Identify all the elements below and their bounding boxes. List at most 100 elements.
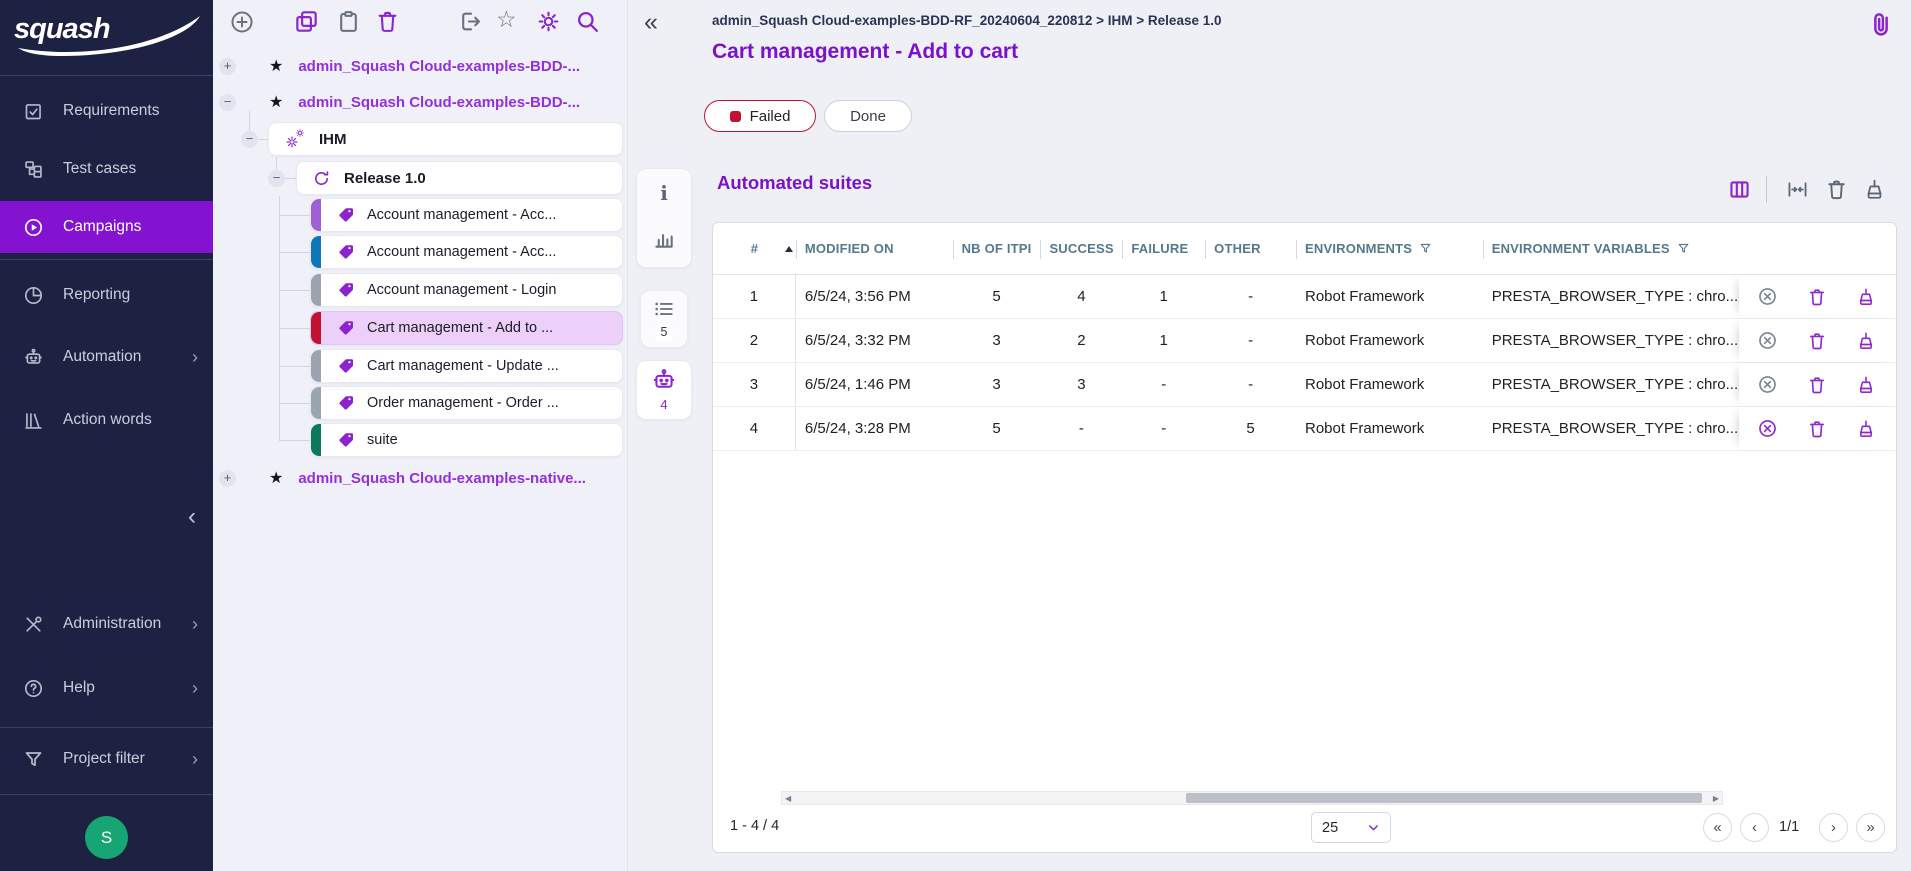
tree-library-row[interactable]: + ★ admin_Squash Cloud-examples-BDD-... — [219, 50, 580, 82]
dashboard-chart-tab-icon[interactable] — [653, 227, 676, 250]
next-page-button[interactable]: › — [1819, 813, 1848, 842]
last-page-button[interactable]: » — [1856, 813, 1885, 842]
tree-suite-row[interactable]: Order management - Order ... — [310, 386, 623, 420]
scroll-left-icon[interactable]: ◀ — [785, 794, 792, 803]
status-failed-label: Failed — [749, 107, 791, 125]
stop-execution-icon[interactable] — [1757, 374, 1778, 395]
folder-label: IHM — [319, 130, 347, 148]
delete-suites-trash-icon[interactable] — [1825, 178, 1848, 201]
column-header-success[interactable]: SUCCESS — [1040, 223, 1122, 274]
stop-execution-icon[interactable] — [1757, 286, 1778, 307]
page-size-select[interactable]: 25 — [1311, 812, 1391, 843]
tree-connector — [276, 157, 277, 178]
collapse-minus-icon[interactable]: − — [219, 93, 236, 111]
status-done-button[interactable]: Done — [824, 100, 912, 132]
execution-list-tab-icon[interactable] — [653, 298, 675, 320]
column-header-nb-of-itpi[interactable]: NB OF ITPI — [952, 223, 1041, 274]
cell-failure: - — [1161, 376, 1167, 393]
column-label: ENVIRONMENTS — [1305, 241, 1413, 256]
tree-suite-row-selected[interactable]: Cart management - Add to ... — [310, 311, 623, 345]
chevron-right-icon: › — [192, 677, 198, 698]
scroll-right-icon[interactable]: ▶ — [1712, 794, 1719, 803]
tree-suite-row[interactable]: Account management - Acc... — [310, 198, 623, 232]
tree-suite-row[interactable]: Cart management - Update ... — [310, 349, 623, 383]
new-item-plus-icon[interactable] — [229, 9, 255, 35]
clean-suites-broom-icon[interactable] — [1863, 178, 1886, 201]
sidebar-item-project-filter[interactable]: Project filter › — [0, 735, 213, 783]
sidebar-item-campaigns[interactable]: Campaigns — [0, 201, 213, 253]
first-page-button[interactable]: « — [1703, 813, 1732, 842]
tree-connector — [279, 403, 310, 404]
tree-suite-row[interactable]: Account management - Acc... — [310, 235, 623, 269]
column-header-environment-variables[interactable]: ENVIRONMENT VARIABLES — [1482, 223, 1740, 274]
previous-page-button[interactable]: ‹ — [1740, 813, 1769, 842]
clean-suite-broom-icon[interactable] — [1856, 419, 1876, 439]
scrollbar-thumb[interactable] — [1186, 793, 1702, 803]
collapse-minus-icon[interactable]: − — [268, 170, 285, 187]
column-header-num[interactable]: # — [713, 223, 796, 274]
tree-library-row[interactable]: + ★ admin_Squash Cloud-examples-native..… — [219, 462, 586, 494]
delete-suite-trash-icon[interactable] — [1807, 287, 1827, 307]
sidebar-item-administration[interactable]: Administration › — [0, 600, 213, 648]
export-icon[interactable] — [458, 9, 483, 34]
expand-plus-icon[interactable]: + — [219, 57, 236, 75]
delete-trash-icon[interactable] — [375, 9, 400, 34]
favorites-star-icon[interactable]: ☆ — [496, 6, 517, 32]
squash-logo[interactable]: squash — [0, 0, 213, 64]
clean-suite-broom-icon[interactable] — [1856, 331, 1876, 351]
executions-tab-card[interactable]: 5 — [640, 290, 688, 348]
tree-suite-row[interactable]: Account management - Login — [310, 273, 623, 307]
cell-nb-of-itpi: 3 — [992, 376, 1001, 393]
cell-other: - — [1248, 376, 1254, 393]
column-header-environments[interactable]: ENVIRONMENTS — [1296, 223, 1483, 274]
tree-connector — [279, 196, 280, 440]
tree-library-row[interactable]: − ★ admin_Squash Cloud-examples-BDD-... — [219, 86, 580, 118]
search-icon[interactable] — [575, 9, 600, 34]
page-indicator: 1/1 — [1779, 819, 1800, 835]
tree-iteration-release[interactable]: Release 1.0 — [296, 161, 623, 195]
library-label: admin_Squash Cloud-examples-BDD-... — [298, 93, 581, 111]
clean-suite-broom-icon[interactable] — [1856, 375, 1876, 395]
column-header-failure[interactable]: FAILURE — [1122, 223, 1205, 274]
stop-execution-icon[interactable] — [1757, 330, 1778, 351]
user-avatar[interactable]: S — [85, 816, 128, 859]
tree-connector — [279, 440, 310, 441]
filter-funnel-icon[interactable] — [1677, 242, 1690, 255]
attachments-paperclip-icon[interactable] — [1866, 10, 1896, 40]
information-tab-icon[interactable]: i — [660, 181, 668, 205]
tree-suite-row[interactable]: suite — [310, 423, 623, 457]
sidebar-item-test-cases[interactable]: Test cases — [0, 145, 213, 193]
sidebar-item-automation[interactable]: Automation › — [0, 333, 213, 381]
settings-gear-icon[interactable] — [536, 9, 561, 34]
collapse-panel-icon[interactable]: « — [644, 8, 658, 36]
automated-suites-robot-icon[interactable] — [651, 367, 677, 393]
copy-icon[interactable] — [294, 9, 319, 34]
cell-num: 2 — [713, 319, 796, 362]
status-failed-button[interactable]: Failed — [704, 100, 816, 132]
sidebar-item-reporting[interactable]: Reporting — [0, 271, 213, 319]
clean-suite-broom-icon[interactable] — [1856, 287, 1876, 307]
sidebar-collapse-chevron[interactable]: ‹ — [188, 503, 196, 530]
collapse-minus-icon[interactable]: − — [241, 131, 258, 148]
column-label: NB OF ITPI — [961, 241, 1032, 256]
paste-icon[interactable] — [336, 9, 361, 34]
stop-execution-icon[interactable] — [1757, 418, 1778, 439]
squash-executions-icon[interactable] — [1786, 178, 1809, 201]
delete-suite-trash-icon[interactable] — [1807, 419, 1827, 439]
delete-suite-trash-icon[interactable] — [1807, 331, 1827, 351]
automated-suites-tab-card[interactable]: 4 — [636, 360, 692, 420]
delete-suite-trash-icon[interactable] — [1807, 375, 1827, 395]
column-header-other[interactable]: OTHER — [1205, 223, 1296, 274]
sidebar-item-help[interactable]: Help › — [0, 664, 213, 712]
breadcrumb[interactable]: admin_Squash Cloud-examples-BDD-RF_20240… — [712, 13, 1222, 28]
sidebar-item-requirements[interactable]: Requirements — [0, 87, 213, 135]
expand-plus-icon[interactable]: + — [219, 469, 236, 487]
horizontal-scrollbar[interactable]: ◀ ▶ — [781, 791, 1723, 805]
cell-modified-on: 6/5/24, 3:32 PM — [804, 332, 911, 349]
sidebar-item-label: Administration — [63, 615, 162, 632]
tree-folder-ihm[interactable]: IHM — [268, 122, 623, 156]
filter-funnel-icon[interactable] — [1419, 242, 1432, 255]
sidebar-item-action-words[interactable]: Action words — [0, 396, 213, 444]
configure-columns-icon[interactable] — [1728, 178, 1751, 201]
column-header-modified-on[interactable]: MODIFIED ON — [795, 223, 953, 274]
